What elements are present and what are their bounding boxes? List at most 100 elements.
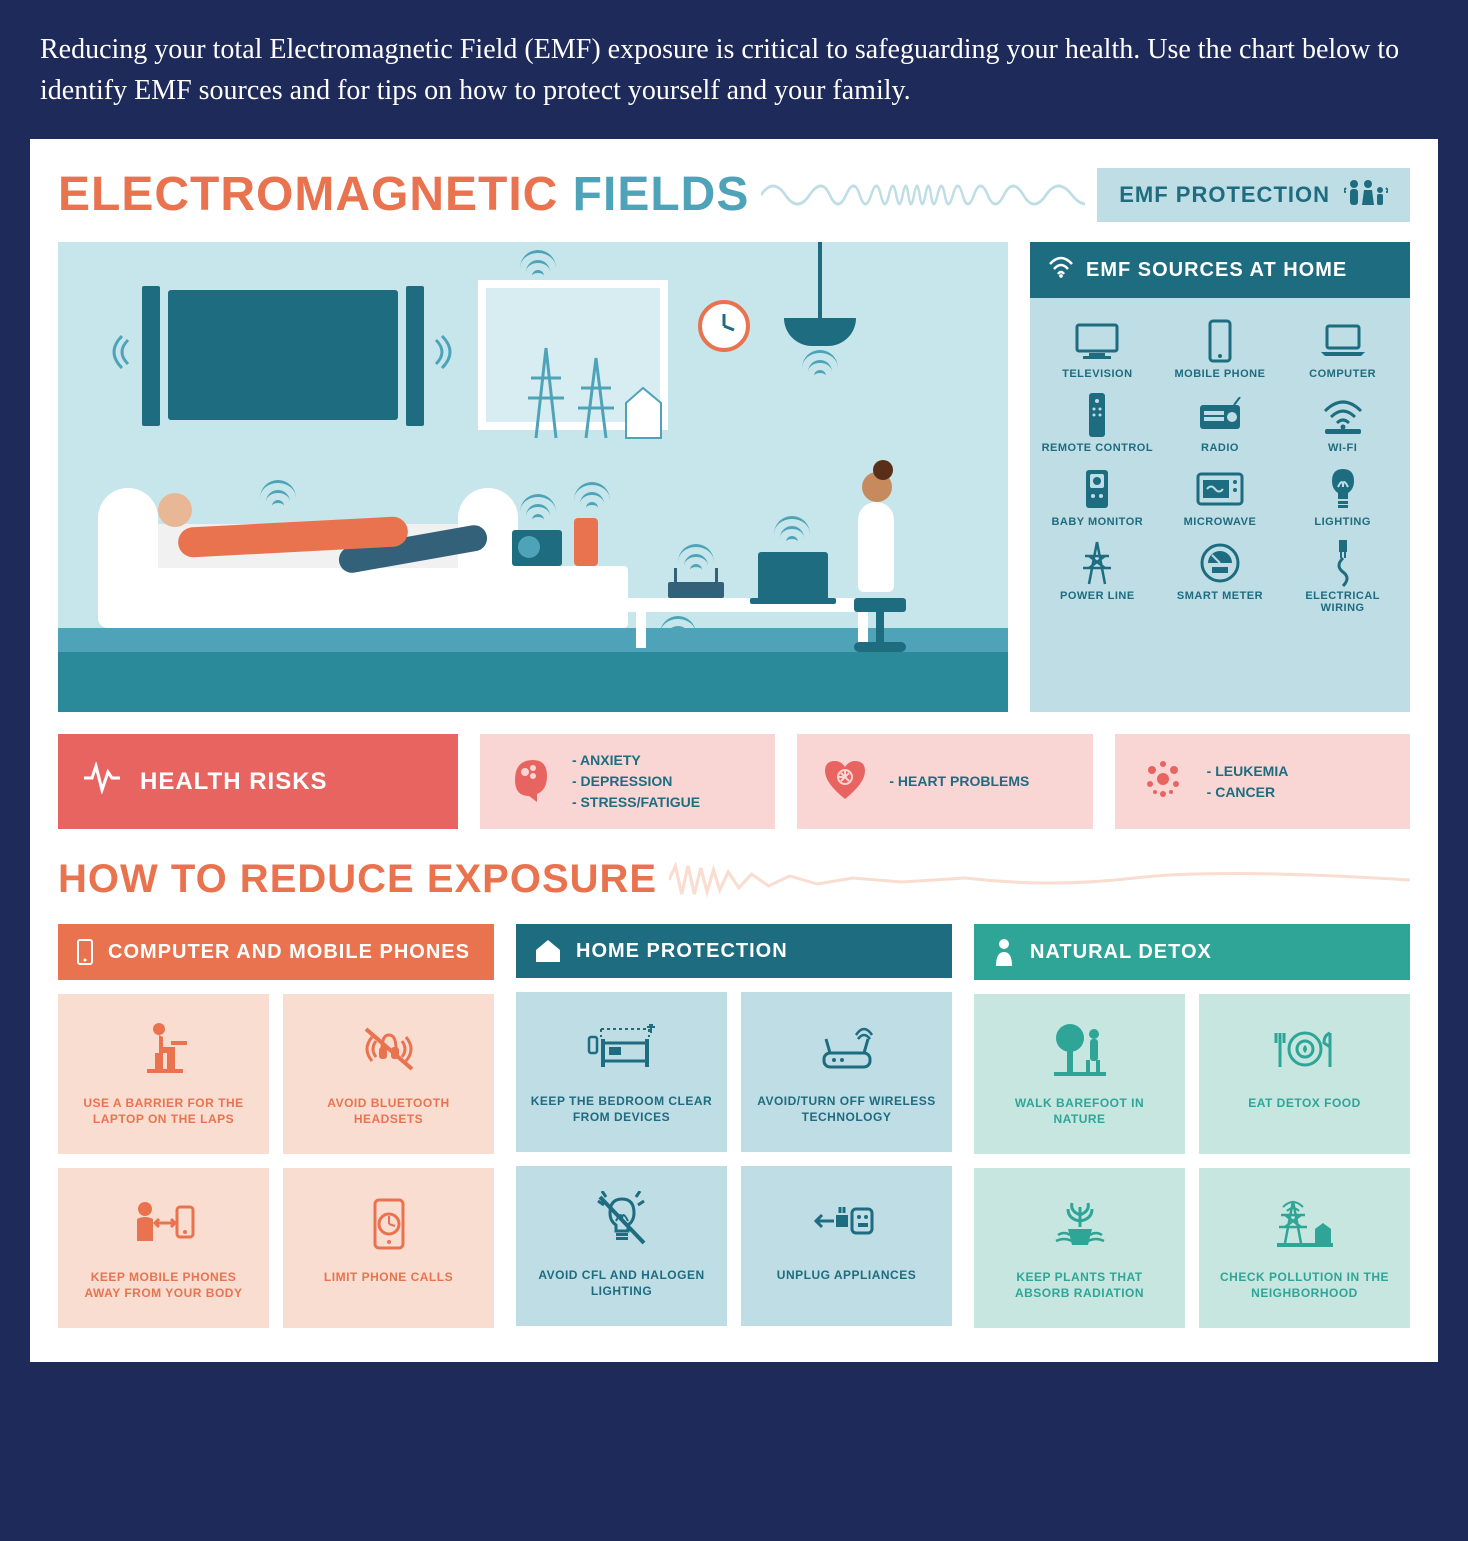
wave-icon <box>669 862 1410 898</box>
risk-card: - HEART PROBLEMS <box>797 734 1092 829</box>
tip-card: AVOID CFL AND HALOGEN LIGHTING <box>516 1166 727 1326</box>
source-label: LIGHTING <box>1283 516 1402 528</box>
tip-label: WALK BAREFOOT IN NATURE <box>988 1096 1171 1127</box>
infographic-panel: ELECTROMAGNETIC FIELDS EMF PROTECTION <box>30 139 1438 1362</box>
remote-icon <box>1038 388 1157 442</box>
sources-panel: EMF SOURCES AT HOME TELEVISION MOBILE PH… <box>1030 242 1410 712</box>
tip-label: AVOID/TURN OFF WIRELESS TECHNOLOGY <box>755 1094 938 1125</box>
sources-title: EMF SOURCES AT HOME <box>1086 259 1347 282</box>
living-room-scene <box>58 242 1008 712</box>
person-icon <box>992 938 1016 966</box>
clock-icon <box>698 300 750 352</box>
source-item: WI-FI <box>1283 388 1402 454</box>
timer-icon <box>369 1188 409 1258</box>
source-item: POWER LINE <box>1038 536 1157 614</box>
microwave-icon <box>1161 462 1280 516</box>
tip-label: AVOID CFL AND HALOGEN LIGHTING <box>530 1268 713 1299</box>
wire-icon <box>1283 536 1402 590</box>
brain-icon <box>500 754 556 809</box>
badge-label: EMF PROTECTION <box>1119 182 1330 208</box>
tips-columns: COMPUTER AND MOBILE PHONES USE A BARRIER… <box>58 924 1410 1328</box>
laptop-icon <box>1283 314 1402 368</box>
radio-icon <box>1161 388 1280 442</box>
source-item: ELECTRICAL WIRING <box>1283 536 1402 614</box>
column-header: HOME PROTECTION <box>516 924 952 978</box>
distance-icon <box>131 1188 197 1258</box>
bed-icon <box>587 1012 657 1082</box>
tips-column: COMPUTER AND MOBILE PHONES USE A BARRIER… <box>58 924 494 1328</box>
tip-label: AVOID BLUETOOTH HEADSETS <box>297 1096 480 1127</box>
tip-label: KEEP THE BEDROOM CLEAR FROM DEVICES <box>530 1094 713 1125</box>
column-header: NATURAL DETOX <box>974 924 1410 980</box>
risks-row: HEALTH RISKS - ANXIETY- DEPRESSION- STRE… <box>58 734 1410 829</box>
source-label: MICROWAVE <box>1161 516 1280 528</box>
risks-title: HEALTH RISKS <box>140 768 328 796</box>
plate-icon <box>1272 1014 1338 1084</box>
tip-card: LIMIT PHONE CALLS <box>283 1168 494 1328</box>
source-item: TELEVISION <box>1038 314 1157 380</box>
bulb-icon <box>1283 462 1402 516</box>
tip-label: CHECK POLLUTION IN THE NEIGHBORHOOD <box>1213 1270 1396 1301</box>
tips-column: NATURAL DETOX WALK BAREFOOT IN NATURE EA… <box>974 924 1410 1328</box>
wifi-icon <box>1283 388 1402 442</box>
tip-label: LIMIT PHONE CALLS <box>324 1270 453 1286</box>
plant-icon <box>1052 1188 1108 1258</box>
cells-icon <box>1135 754 1191 809</box>
tip-card: EAT DETOX FOOD <box>1199 994 1410 1154</box>
source-item: LIGHTING <box>1283 462 1402 528</box>
main-title: ELECTROMAGNETIC FIELDS <box>58 167 749 222</box>
tip-card: WALK BAREFOOT IN NATURE <box>974 994 1185 1154</box>
source-item: MOBILE PHONE <box>1161 314 1280 380</box>
tv-icon <box>1038 314 1157 368</box>
sources-grid: TELEVISION MOBILE PHONE COMPUTER REMOTE … <box>1030 298 1410 632</box>
plug-icon <box>814 1186 880 1256</box>
wave-icon <box>761 173 1085 217</box>
source-label: TELEVISION <box>1038 368 1157 380</box>
reduce-title-row: HOW TO REDUCE EXPOSURE <box>58 857 1410 902</box>
tip-card: AVOID BLUETOOTH HEADSETS <box>283 994 494 1154</box>
source-label: REMOTE CONTROL <box>1038 442 1157 454</box>
tip-card: AVOID/TURN OFF WIRELESS TECHNOLOGY <box>741 992 952 1152</box>
column-title: COMPUTER AND MOBILE PHONES <box>108 941 470 964</box>
risk-list: - HEART PROBLEMS <box>889 771 1029 792</box>
source-label: BABY MONITOR <box>1038 516 1157 528</box>
sitting-icon <box>137 1014 191 1084</box>
tip-card: KEEP THE BEDROOM CLEAR FROM DEVICES <box>516 992 727 1152</box>
source-label: RADIO <box>1161 442 1280 454</box>
monitor-icon <box>1038 462 1157 516</box>
risk-list: - ANXIETY- DEPRESSION- STRESS/FATIGUE <box>572 750 700 813</box>
no-bulb-icon <box>594 1186 650 1256</box>
tip-label: KEEP MOBILE PHONES AWAY FROM YOUR BODY <box>72 1270 255 1301</box>
tip-label: KEEP PLANTS THAT ABSORB RADIATION <box>988 1270 1171 1301</box>
meter-icon <box>1161 536 1280 590</box>
source-item: REMOTE CONTROL <box>1038 388 1157 454</box>
family-icon <box>1344 178 1388 212</box>
tip-card: KEEP PLANTS THAT ABSORB RADIATION <box>974 1168 1185 1328</box>
source-item: RADIO <box>1161 388 1280 454</box>
tree-icon <box>1050 1014 1110 1084</box>
title-word2: FIELDS <box>573 168 750 221</box>
no-headset-icon <box>358 1014 420 1084</box>
tip-card: CHECK POLLUTION IN THE NEIGHBORHOOD <box>1199 1168 1410 1328</box>
risks-title-card: HEALTH RISKS <box>58 734 458 829</box>
tip-label: USE A BARRIER FOR THE LAPTOP ON THE LAPS <box>72 1096 255 1127</box>
house-icon <box>534 938 562 964</box>
header-row: ELECTROMAGNETIC FIELDS EMF PROTECTION <box>58 167 1410 222</box>
tip-card: UNPLUG APPLIANCES <box>741 1166 952 1326</box>
risk-card: - LEUKEMIA- CANCER <box>1115 734 1410 829</box>
risk-list: - LEUKEMIA- CANCER <box>1207 761 1289 803</box>
column-title: HOME PROTECTION <box>576 940 788 963</box>
column-header: COMPUTER AND MOBILE PHONES <box>58 924 494 980</box>
source-label: MOBILE PHONE <box>1161 368 1280 380</box>
tip-label: UNPLUG APPLIANCES <box>777 1268 916 1284</box>
pylon2-icon <box>1273 1188 1337 1258</box>
title-word1: ELECTROMAGNETIC <box>58 168 558 221</box>
source-item: SMART METER <box>1161 536 1280 614</box>
source-item: BABY MONITOR <box>1038 462 1157 528</box>
reduce-title: HOW TO REDUCE EXPOSURE <box>58 857 657 902</box>
column-title: NATURAL DETOX <box>1030 941 1212 964</box>
wifi-icon <box>1048 256 1074 284</box>
phone-icon <box>1161 314 1280 368</box>
pylon-icon <box>1038 536 1157 590</box>
pulse-icon <box>82 762 122 801</box>
